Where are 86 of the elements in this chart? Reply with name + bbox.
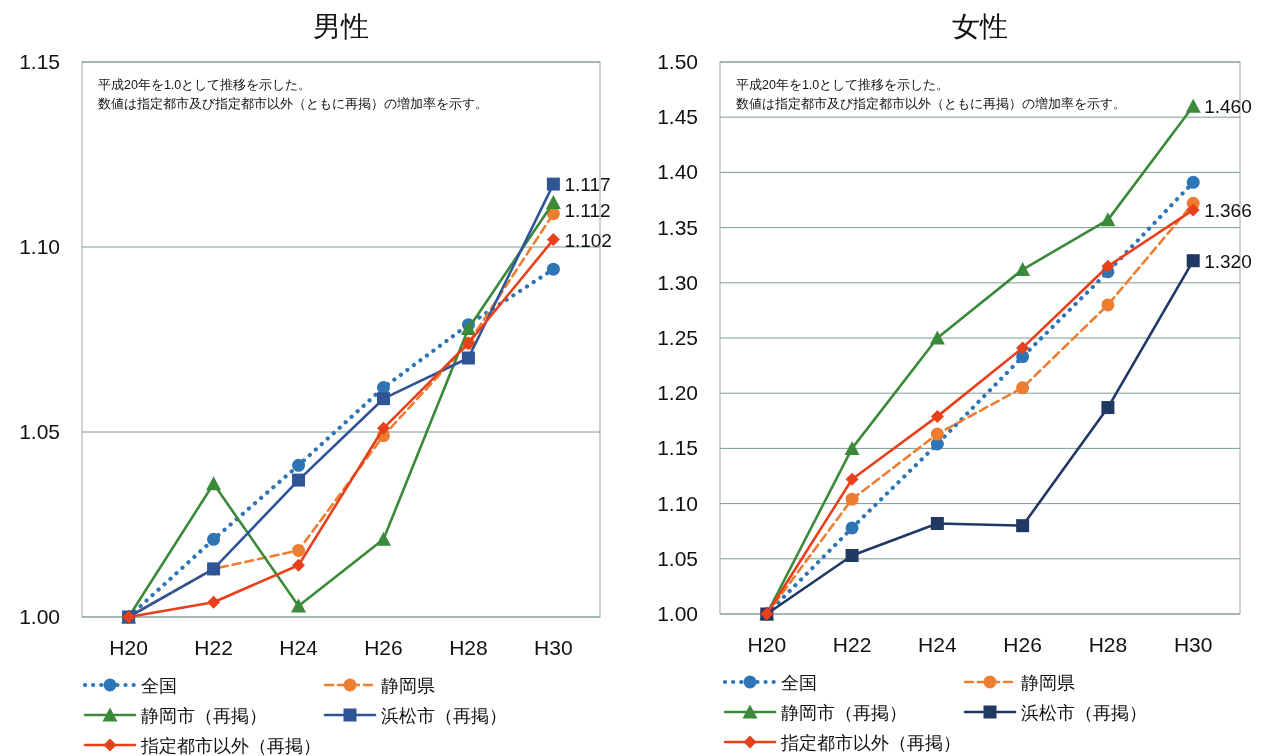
point — [1100, 212, 1116, 227]
data-label: 1.320 — [1204, 250, 1252, 272]
point — [376, 392, 390, 406]
point — [1016, 381, 1030, 395]
x-tick-label: H20 — [109, 636, 148, 659]
point — [1101, 298, 1115, 312]
y-tick-label: 1.35 — [657, 215, 698, 239]
x-tick-label: H30 — [534, 636, 573, 659]
y-tick-label: 1.25 — [657, 326, 698, 349]
point — [207, 595, 221, 609]
data-label: 1.117 — [564, 174, 611, 196]
x-tick-label: H28 — [449, 636, 488, 659]
legend-label: 静岡県 — [1021, 673, 1075, 693]
y-tick-label: 1.15 — [657, 436, 698, 460]
point — [292, 543, 306, 557]
point — [207, 532, 221, 546]
point — [292, 458, 306, 472]
data-label: 1.460 — [1204, 96, 1252, 118]
point — [1101, 259, 1115, 273]
annotation: 平成20年を1.0として推移を示した。 — [736, 78, 950, 92]
point — [1186, 203, 1200, 217]
point — [930, 409, 944, 423]
point — [1185, 98, 1201, 113]
point — [1016, 519, 1030, 533]
x-tick-label: H28 — [1088, 633, 1128, 656]
x-tick-label: H22 — [832, 633, 872, 656]
y-tick-label: 1.05 — [657, 546, 698, 570]
point — [292, 473, 306, 487]
y-tick-label: 1.45 — [657, 105, 698, 129]
y-tick-label: 1.05 — [19, 420, 60, 443]
y-tick-label: 1.40 — [657, 160, 698, 184]
legend-label: 静岡県 — [381, 676, 435, 696]
chart-title: 男性 — [313, 11, 369, 42]
point — [546, 233, 560, 247]
point — [930, 427, 944, 441]
point — [1186, 175, 1200, 189]
legend-label: 浜松市（再掲） — [381, 706, 507, 726]
y-tick-label: 1.10 — [19, 235, 60, 258]
x-tick-label: H20 — [747, 633, 787, 656]
point — [845, 521, 859, 535]
x-tick-label: H24 — [279, 636, 319, 659]
point — [292, 558, 306, 572]
point — [845, 492, 859, 506]
point — [545, 195, 561, 210]
point — [375, 531, 391, 546]
point — [1186, 254, 1200, 268]
chart-title: 女性 — [952, 11, 1008, 42]
legend-label: 浜松市（再掲） — [1021, 703, 1147, 723]
point — [845, 472, 859, 486]
point — [844, 440, 860, 455]
x-tick-label: H26 — [364, 636, 403, 659]
annotation: 数値は指定都市及び指定都市以外（ともに再掲）の増加率を示す。 — [98, 96, 488, 111]
y-tick-label: 1.50 — [657, 50, 698, 73]
point — [929, 330, 945, 345]
legend-label: 指定都市以外（再掲） — [780, 733, 961, 753]
point — [291, 598, 307, 613]
y-tick-label: 1.30 — [657, 270, 698, 294]
legend-label: 全国 — [141, 676, 177, 696]
annotation: 平成20年を1.0として推移を示した。 — [98, 78, 312, 92]
legend-label: 全国 — [781, 673, 817, 693]
point — [546, 262, 560, 276]
point — [546, 177, 560, 191]
y-tick-label: 1.10 — [657, 491, 698, 515]
y-tick-label: 1.15 — [19, 50, 60, 73]
annotation: 数値は指定都市及び指定都市以外（ともに再掲）の増加率を示す。 — [736, 96, 1126, 111]
point — [1015, 262, 1031, 277]
point — [206, 476, 222, 491]
point — [1016, 341, 1030, 355]
y-tick-label: 1.00 — [657, 602, 698, 625]
point — [1101, 401, 1115, 415]
data-label: 1.366 — [1204, 199, 1252, 221]
x-tick-label: H24 — [918, 633, 957, 656]
point — [930, 516, 944, 530]
x-tick-label: H30 — [1173, 633, 1213, 656]
legend-label: 静岡市（再掲） — [781, 703, 907, 723]
point — [461, 351, 475, 365]
data-label: 1.102 — [564, 229, 612, 251]
data-label: 1.112 — [564, 200, 611, 222]
legend-label: 静岡市（再掲） — [141, 706, 267, 726]
x-tick-label: H22 — [194, 636, 233, 659]
point — [845, 548, 859, 562]
point — [376, 421, 390, 435]
legend-label: 指定都市以外（再掲） — [140, 736, 321, 756]
y-tick-label: 1.20 — [657, 381, 698, 405]
y-tick-label: 1.00 — [19, 605, 60, 628]
x-tick-label: H26 — [1003, 633, 1042, 656]
